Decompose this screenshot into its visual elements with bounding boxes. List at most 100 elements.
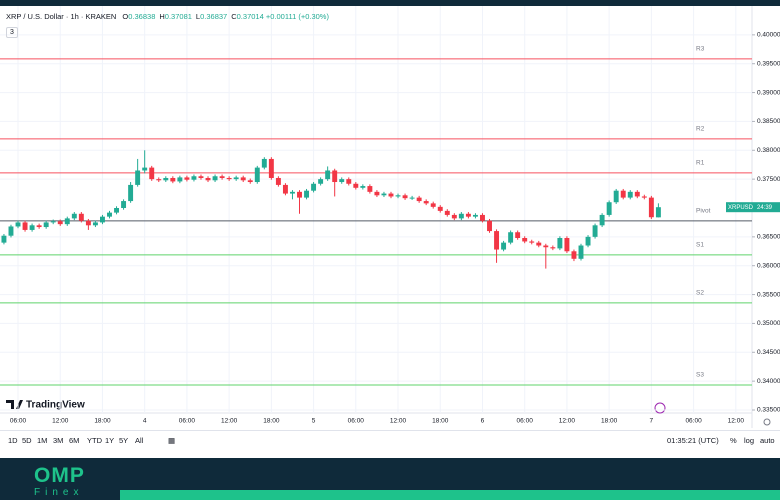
- candle-body: [268, 158, 274, 178]
- x-tick-label: 12:00: [728, 418, 745, 425]
- range-button[interactable]: YTD: [87, 436, 102, 445]
- ohlc-key: O: [122, 12, 129, 21]
- x-tick-label: 06:00: [685, 418, 702, 425]
- candle-body: [50, 221, 56, 223]
- x-tick-label: 06:00: [348, 418, 365, 425]
- x-tick-label: 18:00: [94, 418, 111, 425]
- x-tick-label: 06:00: [179, 418, 196, 425]
- candle-body: [198, 176, 204, 178]
- candle-body: [451, 214, 457, 219]
- range-button[interactable]: All: [135, 436, 144, 445]
- x-tick-label: 18:00: [263, 418, 280, 425]
- event-icon[interactable]: [654, 402, 666, 414]
- candle-body: [423, 201, 429, 204]
- candle-body: [219, 176, 225, 178]
- symbol-tag-label: XRPUSD: [728, 205, 754, 211]
- ohlc: O0.36838 H0.37081 L0.36837 C0.37014: [118, 12, 263, 21]
- range-button[interactable]: 1Y: [105, 436, 115, 445]
- candle-body: [458, 213, 464, 219]
- range-button[interactable]: 3M: [53, 436, 64, 445]
- y-tick-label: 0.35000: [757, 320, 780, 327]
- candle-body: [494, 231, 500, 250]
- candle-body: [8, 226, 14, 236]
- candle-body: [226, 177, 232, 180]
- header: XRP / U.S. Dollar · 1h · KRAKEN O0.36838…: [6, 12, 329, 21]
- candle-body: [613, 190, 619, 203]
- candle-body: [543, 245, 549, 248]
- range-button[interactable]: 1D: [8, 436, 18, 445]
- pivot-level-label: S2: [696, 290, 704, 297]
- y-tick-label: 0.39000: [757, 89, 780, 96]
- x-tick-label: 5: [312, 418, 316, 425]
- toolbar: ▦ 01:35:21 (UTC) 1D 5D 1M 3M 6M YTD 1Y 5Y All% lo…: [0, 430, 780, 449]
- axis-option[interactable]: %: [730, 436, 737, 445]
- candle-body: [184, 177, 190, 180]
- ohlc-value: 0.36837: [200, 12, 228, 21]
- pivot-level-label: S1: [696, 242, 704, 249]
- axis-option[interactable]: auto: [760, 436, 775, 445]
- candle-body: [585, 236, 591, 246]
- ohlc-key: L: [195, 12, 201, 21]
- tradingview-logo: TradingView: [6, 400, 85, 411]
- candle-body: [205, 177, 211, 181]
- candle-body: [655, 207, 661, 218]
- x-tick-label: 12:00: [221, 418, 238, 425]
- range-button[interactable]: 6M: [69, 436, 80, 445]
- candle-body: [142, 167, 148, 171]
- settings-icon[interactable]: [763, 418, 771, 426]
- pivot-level-label: S3: [696, 372, 704, 379]
- candle-body: [606, 202, 612, 215]
- indicator-badge[interactable]: 3: [6, 27, 18, 38]
- candle-body: [620, 190, 626, 198]
- candle-body: [402, 195, 408, 199]
- footer-sub: Finex: [34, 487, 84, 498]
- footer-bar: [120, 490, 780, 500]
- candle-body: [515, 232, 521, 239]
- candle-body: [592, 225, 598, 237]
- candle-body: [508, 232, 514, 243]
- y-tick-label: 0.40000: [757, 32, 780, 39]
- top-bar: [0, 0, 780, 6]
- clock: 01:35:21 (UTC): [667, 436, 719, 445]
- pivot-level-label: R2: [696, 126, 705, 133]
- candle-body: [170, 177, 176, 182]
- candle-body: [353, 183, 359, 188]
- candle-body: [599, 214, 605, 226]
- axis-option[interactable]: log: [744, 436, 755, 445]
- calendar-icon[interactable]: ▦: [168, 436, 176, 445]
- candle-body: [107, 212, 112, 217]
- y-tick-label: 0.38000: [757, 147, 780, 154]
- x-tick-label: 7: [650, 418, 654, 425]
- candle-body: [557, 238, 563, 249]
- candle-body: [1, 235, 7, 243]
- x-tick-label: 18:00: [601, 418, 618, 425]
- candle-body: [311, 183, 317, 191]
- candle-body: [99, 216, 105, 223]
- candle-body: [254, 167, 260, 183]
- candle-body: [78, 213, 84, 221]
- candle-body: [501, 242, 507, 250]
- candle-body: [57, 221, 63, 225]
- candle-body: [522, 238, 528, 242]
- candle-body: [85, 220, 91, 226]
- y-tick-label: 0.38500: [757, 118, 780, 125]
- chart: TradingView 0.40000 0.39500 0.39000 0.38500…: [0, 6, 780, 428]
- candle-body: [444, 210, 450, 215]
- pivot-level-label: R3: [696, 46, 705, 53]
- candle-body: [29, 225, 35, 230]
- x-tick-label: 12:00: [390, 418, 407, 425]
- candle-body: [121, 201, 127, 208]
- range-button[interactable]: 5D: [22, 436, 32, 445]
- y-tick-label: 0.36500: [757, 234, 780, 241]
- x-tick-label: 4: [143, 418, 147, 425]
- x-tick-label: 06:00: [10, 418, 27, 425]
- candle-body: [641, 196, 647, 198]
- range-button[interactable]: 5Y: [119, 436, 129, 445]
- range-button[interactable]: 1M: [37, 436, 48, 445]
- x-tick-label: 12:00: [52, 418, 69, 425]
- candle-body: [15, 222, 21, 227]
- x-tick-label: 12:00: [559, 418, 576, 425]
- candle-body: [240, 177, 246, 181]
- ohlc-value: 0.37081: [164, 12, 192, 21]
